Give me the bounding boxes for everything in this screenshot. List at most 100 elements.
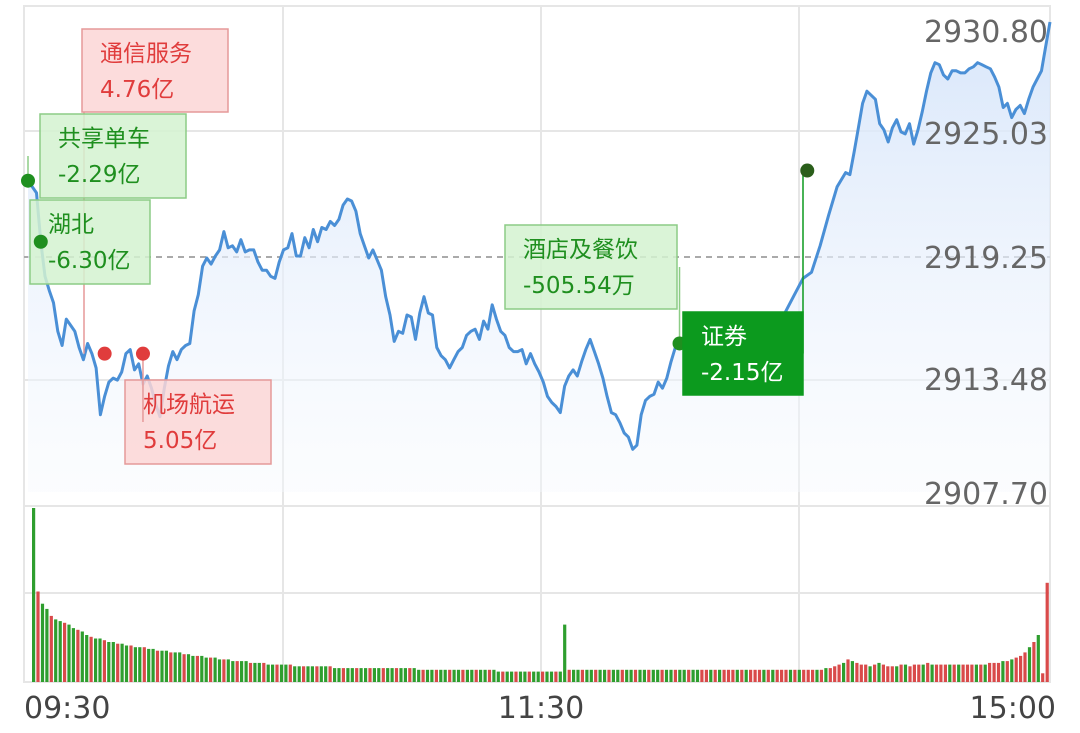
volume-bar xyxy=(837,664,841,682)
volume-bar xyxy=(80,631,84,682)
annotation-0[interactable]: 通信服务 4.76亿 xyxy=(81,28,229,361)
volume-bar xyxy=(859,664,863,682)
volume-bar xyxy=(483,669,487,682)
price-line-group xyxy=(26,21,1052,451)
volume-bar xyxy=(908,666,912,682)
volume-bar xyxy=(124,645,129,682)
x-axis-labels: 09:30 11:30 15:00 xyxy=(24,691,1056,726)
volume-bar xyxy=(58,621,62,682)
volume-bar xyxy=(253,662,257,682)
volume-bar xyxy=(961,664,965,682)
volume-bar xyxy=(673,669,677,682)
annotation-1[interactable]: 共享单车 -2.29亿 xyxy=(21,113,187,199)
volume-bar xyxy=(930,664,934,682)
volume-bar xyxy=(549,671,554,682)
volume-bar xyxy=(766,669,770,682)
annotation-box xyxy=(29,199,151,285)
volume-bar xyxy=(67,624,71,682)
volume-bar xyxy=(470,669,474,682)
annotation-box xyxy=(39,113,187,199)
volume-bar xyxy=(881,664,885,682)
volume-bar xyxy=(611,669,615,682)
volume-bar xyxy=(899,664,903,682)
annotation-5[interactable]: 证券 -2.15亿 xyxy=(682,163,815,396)
volume-bar xyxy=(284,664,288,682)
volume-bar xyxy=(616,669,620,682)
volume-bar xyxy=(350,668,354,682)
volume-bar xyxy=(589,669,593,682)
volume-bar xyxy=(474,669,478,682)
volume-bar xyxy=(877,662,881,682)
volume-bar xyxy=(222,659,226,682)
volume-bar xyxy=(133,647,137,682)
volume-bar xyxy=(257,662,261,682)
volume-bar xyxy=(523,671,527,682)
y-tick-label: 2907.70 xyxy=(924,477,1048,512)
volume-bar xyxy=(1045,582,1049,682)
annotation-box xyxy=(81,28,229,113)
volume-bar xyxy=(815,669,819,682)
annotation-2[interactable]: 湖北 -6.30亿 xyxy=(29,199,151,285)
volume-bar xyxy=(439,669,443,682)
volume-bar xyxy=(850,661,854,682)
volume-bar xyxy=(713,669,717,682)
volume-bar xyxy=(319,666,323,682)
annotation-value: -2.15亿 xyxy=(701,360,784,386)
volume-bar xyxy=(1027,647,1032,682)
volume-bar xyxy=(651,669,655,682)
volume-bar xyxy=(855,662,859,682)
volume-bar xyxy=(421,669,425,682)
volume-bar xyxy=(49,615,53,682)
y-tick-label: 2919.25 xyxy=(924,241,1048,276)
annotation-3[interactable]: 机场航运 5.05亿 xyxy=(124,346,272,465)
volume-bar xyxy=(456,669,461,682)
volume-bar xyxy=(217,659,222,682)
volume-bar xyxy=(1019,655,1023,682)
annotation-value: 5.05亿 xyxy=(143,428,217,454)
volume-bar xyxy=(275,664,279,682)
volume-bar xyxy=(1010,659,1014,682)
volume-bar xyxy=(36,591,40,682)
volume-bar xyxy=(691,669,695,682)
volume-bar xyxy=(895,666,899,682)
volume-bar xyxy=(262,662,266,682)
annotation-name: 机场航运 xyxy=(143,392,235,418)
volume-bar xyxy=(337,668,341,682)
volume-bar xyxy=(76,629,80,682)
volume-bar xyxy=(448,669,452,682)
volume-bar xyxy=(518,671,523,682)
volume-bar xyxy=(943,664,947,682)
volume-bar xyxy=(359,668,363,682)
annotation-marker xyxy=(135,346,150,361)
volume-bar xyxy=(762,669,766,682)
volume-bar xyxy=(912,664,916,682)
volume-bar xyxy=(638,669,642,682)
volume-bar xyxy=(412,668,416,682)
volume-bar xyxy=(302,666,306,682)
volume-bar xyxy=(425,669,430,682)
volume-bar xyxy=(740,669,744,682)
volume-bar xyxy=(279,664,284,682)
volume-bar xyxy=(731,669,735,682)
volume-bar xyxy=(355,668,359,682)
x-tick-label: 11:30 xyxy=(498,691,584,726)
volume-bar xyxy=(784,669,788,682)
volume-bar xyxy=(567,669,571,682)
volume-bar xyxy=(306,666,310,682)
volume-bar xyxy=(771,669,775,682)
volume-bar xyxy=(271,664,275,682)
volume-bar xyxy=(806,669,810,682)
volume-bar xyxy=(169,652,173,682)
volume-bar xyxy=(266,664,270,682)
volume-bar xyxy=(868,666,872,682)
volume-bar xyxy=(377,668,381,682)
volume-bar xyxy=(744,669,748,682)
annotation-4[interactable]: 酒店及餐饮 -505.54万 xyxy=(504,224,687,351)
volume-bar xyxy=(1032,642,1036,682)
volume-bar xyxy=(98,638,102,682)
volume-bar xyxy=(682,669,686,682)
volume-bar xyxy=(545,671,549,682)
volume-bar xyxy=(687,669,691,682)
annotation-value: -6.30亿 xyxy=(48,248,131,274)
